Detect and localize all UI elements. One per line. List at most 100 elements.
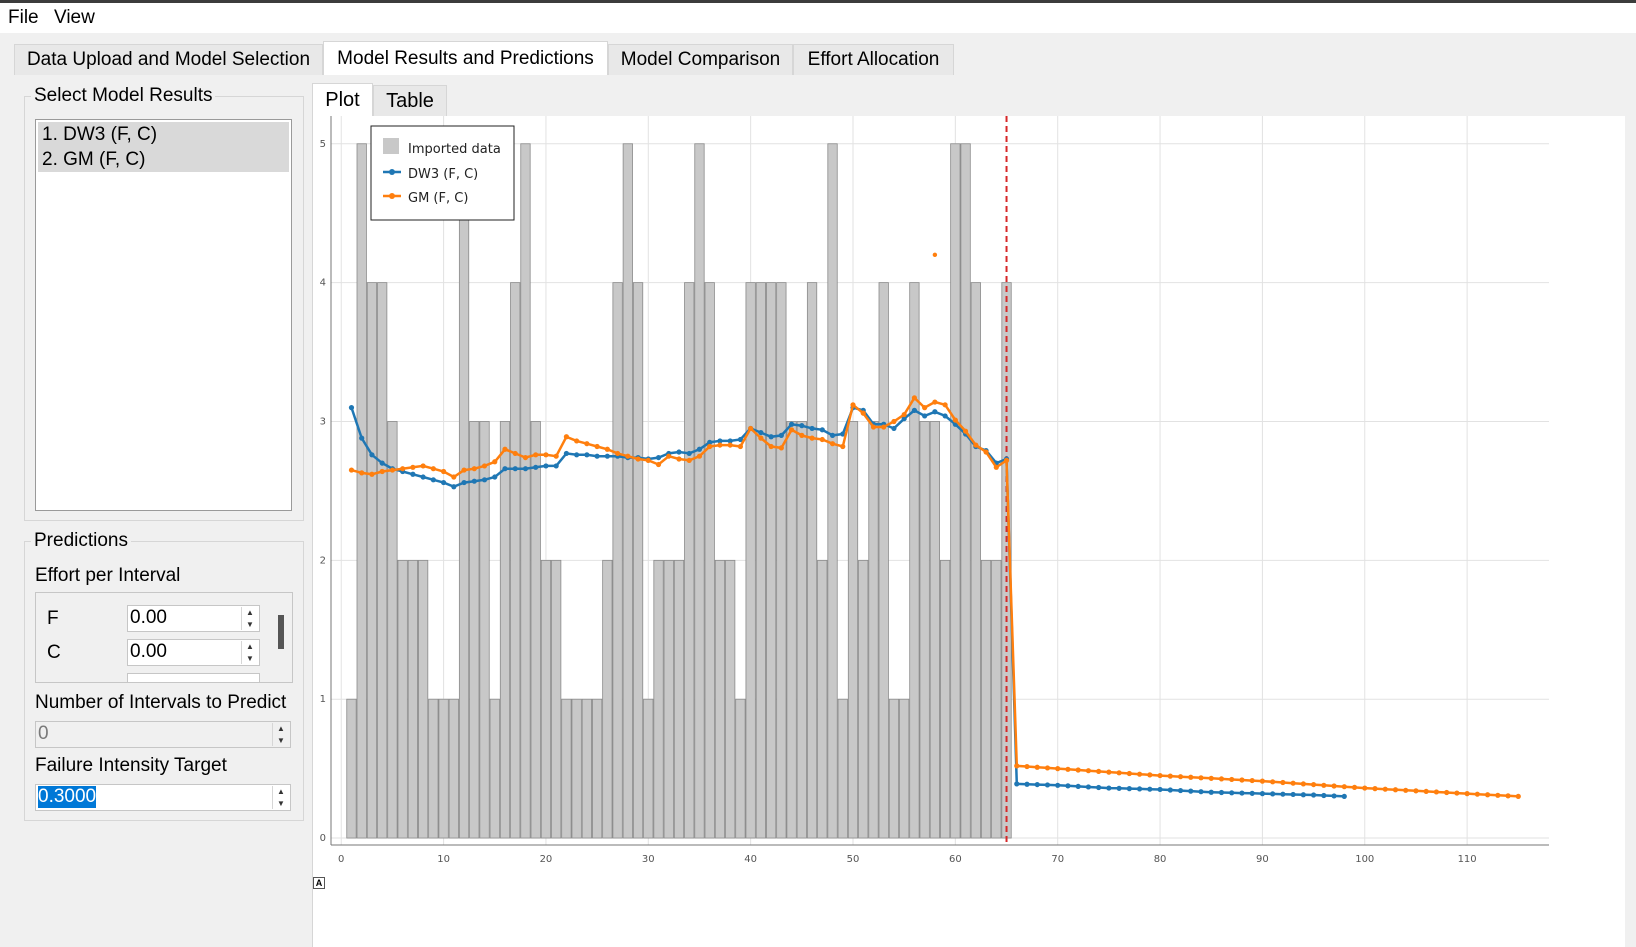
gm-point xyxy=(1259,778,1266,784)
subtab-plot[interactable]: Plot xyxy=(312,83,373,117)
data-bar xyxy=(868,421,879,839)
dw3-point xyxy=(481,477,488,483)
gm-point xyxy=(768,443,774,450)
gm-point xyxy=(870,424,877,430)
gm-point xyxy=(348,467,355,473)
gm-point xyxy=(737,443,744,450)
dw3-point xyxy=(1116,785,1122,791)
intervals-value: 0 xyxy=(38,723,49,744)
gm-point xyxy=(952,417,958,423)
tab-model-comparison[interactable]: Model Comparison xyxy=(608,44,793,76)
data-bar xyxy=(602,559,613,839)
gm-point xyxy=(799,432,805,438)
dw3-point xyxy=(1044,782,1051,788)
dw3-point xyxy=(922,413,928,419)
target-spinbox[interactable]: 0.3000 ▲ ▼ xyxy=(35,784,291,811)
data-bar xyxy=(438,698,449,839)
dw3-point xyxy=(522,466,529,472)
spin-arrows-icon[interactable]: ▲ ▼ xyxy=(272,786,289,809)
dw3-point xyxy=(451,484,457,490)
select-model-title: Select Model Results xyxy=(31,85,216,107)
plot-panel[interactable]: 0 10 20 30 40 50 60 70 80 90 100 110 0 1 2 3 4 5 Imported… xyxy=(312,116,1625,947)
dw3-point xyxy=(1239,790,1245,796)
gm-point xyxy=(686,457,692,463)
legend-dw3-label: DW3 (F, C) xyxy=(408,167,478,182)
data-bar xyxy=(858,559,869,839)
intervals-spinbox[interactable]: 0 ▲ ▼ xyxy=(35,721,291,748)
tab-effort-allocation[interactable]: Effort Allocation xyxy=(793,44,954,76)
gm-point xyxy=(1280,779,1286,786)
subtab-table[interactable]: Table xyxy=(373,85,447,117)
x-tick-label: 20 xyxy=(540,854,553,865)
gm-point xyxy=(604,446,610,452)
effort-extra-spinbox[interactable] xyxy=(127,673,260,682)
dw3-point xyxy=(420,474,426,480)
dw3-point xyxy=(1167,787,1173,793)
data-bar xyxy=(970,282,981,839)
data-bar xyxy=(847,421,859,839)
gm-point xyxy=(1065,766,1071,772)
list-item-gm[interactable]: 2. GM (F, C) xyxy=(38,147,289,172)
gm-point xyxy=(1116,770,1122,776)
gm-point xyxy=(533,452,539,458)
dw3-point xyxy=(471,478,477,484)
data-bar xyxy=(837,698,848,839)
dw3-point xyxy=(1321,792,1327,799)
dw3-point xyxy=(727,438,733,444)
dw3-point xyxy=(1085,784,1092,790)
effort-scroll-area[interactable]: F 0.00 ▲ ▼ C 0.00 ▲ ▼ xyxy=(35,592,293,683)
gm-point xyxy=(1351,784,1358,790)
tab-model-results[interactable]: Model Results and Predictions xyxy=(323,41,608,76)
gm-point xyxy=(993,464,999,470)
spin-arrows-icon[interactable]: ▲ ▼ xyxy=(241,641,258,664)
data-bar xyxy=(725,559,736,839)
data-bar xyxy=(673,559,685,839)
gm-point xyxy=(1249,777,1255,784)
gm-point xyxy=(778,445,784,451)
dw3-point xyxy=(563,450,570,457)
menu-view[interactable]: View xyxy=(54,7,95,28)
gm-point xyxy=(655,461,662,468)
data-bar xyxy=(458,143,470,839)
data-bar xyxy=(561,698,572,839)
gm-point xyxy=(788,427,795,433)
list-item-dw3[interactable]: 1. DW3 (F, C) xyxy=(38,122,289,147)
dw3-point xyxy=(717,438,723,444)
effort-f-spinbox[interactable]: 0.00 ▲ ▼ xyxy=(127,605,260,632)
dw3-point xyxy=(574,452,580,458)
dw3-point xyxy=(819,427,825,433)
spin-arrows-icon[interactable]: ▲ ▼ xyxy=(241,607,258,630)
data-bar xyxy=(940,559,951,839)
gm-point xyxy=(717,442,723,448)
effort-c-spinbox[interactable]: 0.00 ▲ ▼ xyxy=(127,639,260,666)
dw3-point xyxy=(1136,786,1143,792)
data-bar xyxy=(356,143,367,839)
target-label: Failure Intensity Target xyxy=(35,755,227,776)
gm-point xyxy=(707,443,713,450)
gm-point xyxy=(1362,785,1368,791)
menu-file[interactable]: File xyxy=(8,7,39,28)
dw3-point xyxy=(891,425,897,432)
data-bar xyxy=(980,559,992,839)
gm-point xyxy=(1474,791,1480,797)
tab-data-upload[interactable]: Data Upload and Model Selection xyxy=(14,44,323,76)
effort-scrollbar-handle[interactable] xyxy=(278,615,284,649)
dw3-point xyxy=(768,434,774,440)
data-bar xyxy=(950,143,961,839)
data-bar xyxy=(499,421,511,839)
data-bar xyxy=(714,559,726,839)
model-results-list[interactable]: 1. DW3 (F, C) 2. GM (F, C) xyxy=(35,119,292,511)
data-bar xyxy=(397,559,408,839)
dw3-point xyxy=(512,466,518,472)
predictions-title: Predictions xyxy=(31,530,131,552)
dw3-point xyxy=(1259,791,1266,797)
y-tick-label: 0 xyxy=(320,833,326,844)
spin-arrows-icon[interactable]: ▲ ▼ xyxy=(272,723,289,746)
dw3-point xyxy=(1229,790,1235,796)
autoscale-icon[interactable]: A xyxy=(313,877,325,889)
gm-point xyxy=(1270,779,1276,785)
dw3-point xyxy=(655,454,662,461)
results-chart[interactable]: 0 10 20 30 40 50 60 70 80 90 100 110 0 1 2 3 4 5 Imported… xyxy=(313,116,1625,906)
gm-point xyxy=(1505,793,1511,799)
gm-point xyxy=(809,435,815,441)
